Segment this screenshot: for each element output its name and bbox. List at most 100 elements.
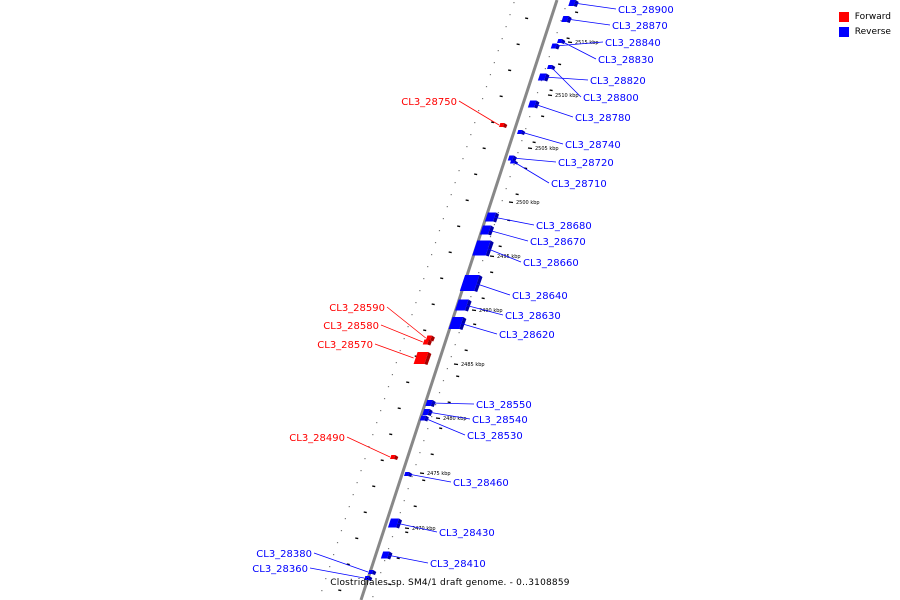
tick-mark (499, 95, 503, 98)
leader-line (485, 247, 522, 263)
guide-dot (548, 56, 550, 58)
guide-dot (336, 542, 339, 544)
guide-dot (376, 584, 378, 586)
gene-feature (425, 335, 432, 341)
gene-label: CL3_28660 (523, 258, 579, 269)
gene-feature-side (485, 240, 494, 257)
guide-dot (505, 188, 507, 190)
gene-feature-side (427, 339, 432, 346)
gene-feature (368, 570, 374, 574)
gene-label: CL3_28870 (612, 21, 668, 32)
guide-dot (387, 386, 390, 388)
gene-features (364, 0, 579, 581)
tick-mark (540, 115, 545, 118)
guide-dot (560, 20, 562, 22)
gene-feature (422, 339, 429, 345)
guide-dot (407, 488, 409, 490)
leader-line (566, 18, 611, 26)
gene-label: CL3_28540 (472, 415, 528, 426)
guide-dot (446, 206, 448, 208)
tick-mark (574, 11, 579, 14)
gene-label: CL3_28640 (512, 291, 568, 302)
gene-label: CL3_28580 (323, 321, 379, 332)
leader-line (560, 40, 597, 60)
leader-line (534, 103, 574, 118)
guide-dot (442, 218, 444, 220)
guide-dot (470, 134, 472, 136)
leader-line (430, 402, 475, 405)
guide-dot (517, 152, 519, 154)
gene-label: CL3_28360 (252, 564, 308, 575)
guide-dot (525, 128, 527, 130)
guide-dot (466, 146, 468, 148)
gene-feature (550, 43, 557, 49)
tick-mark (465, 199, 469, 202)
leader-line (513, 161, 550, 184)
guide-dot (501, 200, 503, 202)
reverse-swatch (838, 26, 849, 37)
gene-label: CL3_28750 (401, 97, 457, 108)
guide-dot (325, 578, 327, 580)
gene-feature (390, 455, 396, 459)
guide-dot (419, 290, 421, 292)
tick-mark (431, 303, 435, 306)
gene-feature (459, 275, 480, 291)
leader-line (458, 100, 500, 126)
guide-dot (536, 92, 539, 94)
gene-label: CL3_28530 (467, 431, 523, 442)
gene-feature (510, 160, 515, 164)
gene-label: CL3_28430 (439, 528, 495, 539)
scale-label: 2475 kbp (427, 471, 451, 477)
tick-mark (557, 63, 562, 66)
tick-mark (457, 225, 461, 228)
guide-dot (415, 464, 417, 466)
guide-dot (513, 2, 515, 4)
guide-dot (450, 194, 452, 196)
guide-dot (419, 452, 421, 454)
gene-label: CL3_28620 (499, 330, 555, 341)
gene-feature (413, 352, 429, 364)
gene-feature-side (474, 275, 483, 292)
guide-dot (454, 344, 456, 346)
scale-label: 2490 kbp (479, 308, 503, 314)
guide-dot (403, 338, 405, 340)
guide-dot (489, 236, 492, 238)
guide-dot (387, 548, 390, 550)
tick-mark (380, 459, 384, 462)
legend-forward-label: Forward (854, 11, 891, 22)
guide-dot (564, 8, 566, 10)
guide-dot (399, 350, 401, 352)
leader-line (346, 436, 391, 458)
leader-line (407, 473, 452, 483)
gene-feature (364, 576, 370, 580)
gene-label: CL3_28780 (575, 113, 631, 124)
gene-feature (387, 518, 400, 528)
gene-label: CL3_28380 (256, 549, 312, 560)
tick-mark (456, 375, 460, 378)
tick-mark (440, 277, 444, 280)
guide-dot (356, 482, 358, 484)
guide-dot (497, 212, 499, 214)
leader-line (512, 157, 557, 163)
guide-dot (505, 26, 507, 28)
guide-dot (391, 536, 394, 538)
leader-line (573, 2, 617, 10)
tick-mark (464, 349, 468, 352)
gene-feature (527, 100, 537, 108)
tick-mark (549, 89, 553, 92)
guide-dot (348, 506, 350, 508)
leader-line (464, 304, 504, 316)
guide-dot (462, 158, 464, 160)
scale-tick (547, 94, 553, 97)
gene-label: CL3_28590 (329, 303, 385, 314)
gene-feature-side (424, 415, 429, 422)
guide-dot (364, 458, 366, 460)
guide-dot (376, 422, 378, 424)
gene-label: CL3_28630 (505, 311, 561, 322)
tick-mark (430, 453, 434, 456)
guide-dot (482, 260, 484, 262)
scale-tick (435, 417, 441, 420)
legend-forward: Forward (838, 9, 891, 24)
